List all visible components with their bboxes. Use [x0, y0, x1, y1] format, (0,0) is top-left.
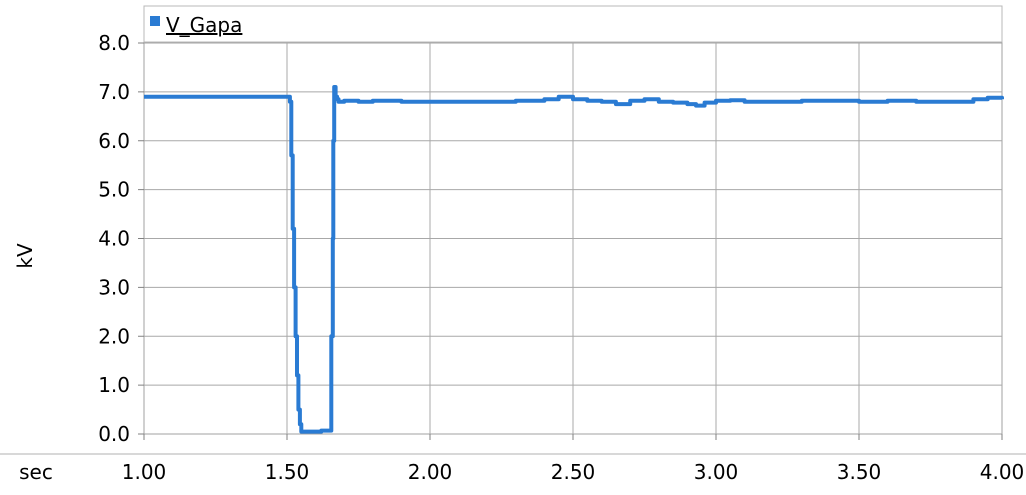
y-tick-label: 3.0: [98, 275, 130, 299]
x-tick-label: 3.00: [694, 460, 739, 484]
x-tick-label: 2.00: [408, 460, 453, 484]
series-group: [144, 85, 1004, 434]
x-tick-label: 1.00: [122, 460, 167, 484]
gridlines: [144, 43, 1002, 434]
y-tick-label: 0.0: [98, 422, 130, 446]
x-axis: 1.00 1.50 2.00 2.50 3.00 3.50 4.00: [122, 434, 1025, 484]
y-axis: 0.0 1.0 2.0 3.0 4.0 5.0 6.0 7.0 8.0: [98, 31, 144, 446]
legend-box: [143, 5, 1003, 43]
x-tick-label: 2.50: [551, 460, 596, 484]
y-tick-label: 2.0: [98, 324, 130, 348]
legend-swatch-v-gapa: [150, 16, 160, 26]
y-tick-label: 6.0: [98, 129, 130, 153]
x-tick-label: 1.50: [265, 460, 310, 484]
y-tick-label: 1.0: [98, 373, 130, 397]
legend: V_Gapa: [143, 5, 1003, 43]
y-tick-label: 7.0: [98, 80, 130, 104]
y-tick-label: 4.0: [98, 227, 130, 251]
x-axis-title: sec: [19, 460, 53, 484]
y-axis-title: kV: [13, 243, 37, 269]
x-tick-label: 3.50: [837, 460, 882, 484]
series-line-v-gapa: [144, 85, 1004, 434]
y-tick-label: 8.0: [98, 31, 130, 55]
legend-label-v-gapa[interactable]: V_Gapa: [166, 13, 242, 37]
x-tick-label: 4.00: [980, 460, 1025, 484]
y-tick-label: 5.0: [98, 178, 130, 202]
